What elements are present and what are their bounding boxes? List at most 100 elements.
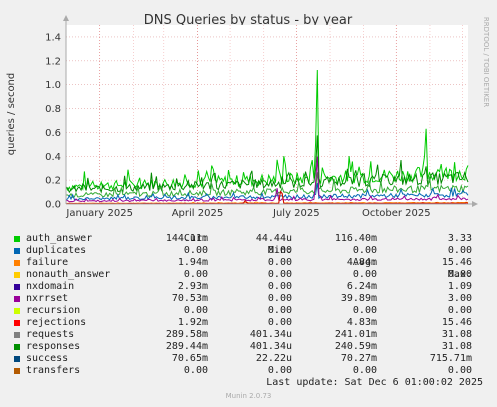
- legend-min: 0.00: [267, 269, 292, 280]
- legend-max: 715.71m: [429, 353, 472, 364]
- legend-name: responses: [26, 341, 81, 352]
- legend-name: auth_answer: [26, 233, 93, 244]
- legend-row-nxdomain: nxdomain 2.93m 0.00 6.24m 1.09: [12, 281, 492, 293]
- legend-max: 3.00: [447, 293, 472, 304]
- legend-name: duplicates: [26, 245, 87, 256]
- legend-max: 0.00: [447, 305, 472, 316]
- legend-max: 3.33: [447, 233, 472, 244]
- legend-avg: 0.00: [352, 365, 377, 376]
- legend-cur: 289.44m: [165, 341, 208, 352]
- series-line-responses: [65, 135, 469, 194]
- legend-avg: 0.00: [352, 245, 377, 256]
- legend-name: requests: [26, 329, 75, 340]
- y-tick-label: 0.8: [45, 104, 61, 115]
- legend-row-nonauth_answer: nonauth_answer 0.00 0.00 0.00 0.00: [12, 269, 492, 281]
- legend-min: 0.00: [267, 257, 292, 268]
- legend-min: 401.34u: [249, 341, 292, 352]
- legend-swatch: [14, 332, 20, 338]
- legend-max: 0.00: [447, 365, 472, 376]
- legend-cur: 0.00: [183, 245, 208, 256]
- legend-header-avg: Avg:: [352, 257, 377, 268]
- legend-row-failure: failure 1.94m 0.00 4.84m 15.46: [12, 257, 492, 269]
- legend-avg: 0.00: [352, 305, 377, 316]
- legend-header-cur: Cur:: [183, 233, 208, 244]
- legend-swatch: [14, 368, 20, 374]
- legend-row-rejections: rejections 1.92m 0.00 4.83m 15.46: [12, 317, 492, 329]
- legend-rows: auth_answer 144.11m 44.44u 116.40m 3.33 dupli…: [12, 233, 492, 377]
- x-tick-label: October 2025: [362, 208, 431, 219]
- legend-name: nxdomain: [26, 281, 75, 292]
- legend-name: recursion: [26, 305, 81, 316]
- y-tick-label: 1.2: [45, 56, 61, 67]
- legend-swatch: [14, 260, 20, 266]
- legend-swatch: [14, 248, 20, 254]
- legend-row-recursion: recursion 0.00 0.00 0.00 0.00: [12, 305, 492, 317]
- legend-avg: 4.83m: [346, 317, 377, 328]
- plot-area: [66, 25, 468, 204]
- legend: Cur: Min: Avg: Max: auth_answer 144.11m 44…: [12, 221, 492, 377]
- rrdtool-credit: RRDTOOL / TOBI OETIKER: [482, 17, 490, 107]
- legend-name: success: [26, 353, 69, 364]
- legend-min: 0.00: [267, 317, 292, 328]
- legend-max: 31.08: [441, 341, 472, 352]
- legend-swatch: [14, 344, 20, 350]
- legend-min: 0.00: [267, 245, 292, 256]
- legend-max: 31.08: [441, 329, 472, 340]
- y-axis-arrow: [63, 15, 69, 21]
- y-tick-label: 1.4: [45, 32, 61, 43]
- legend-cur: 0.00: [183, 269, 208, 280]
- legend-header-min: Min:: [267, 245, 292, 256]
- legend-cur: 2.93m: [177, 281, 208, 292]
- legend-min: 22.22u: [255, 353, 292, 364]
- legend-max: 0.00: [447, 269, 472, 280]
- legend-max: 0.00: [447, 245, 472, 256]
- legend-cur: 70.65m: [171, 353, 208, 364]
- legend-avg: 0.00: [352, 269, 377, 280]
- legend-header-max: Max:: [447, 269, 472, 280]
- legend-header: Cur: Min: Avg: Max:: [12, 221, 492, 280]
- series-line-nxrrset: [65, 156, 469, 203]
- legend-name: nxrrset: [26, 293, 69, 304]
- legend-row-success: success 70.65m 22.22u 70.27m 715.71m: [12, 353, 492, 365]
- legend-cur: 144.11m: [165, 233, 208, 244]
- legend-avg: 70.27m: [340, 353, 377, 364]
- legend-row-auth_answer: auth_answer 144.11m 44.44u 116.40m 3.33: [12, 233, 492, 245]
- legend-avg: 39.89m: [340, 293, 377, 304]
- legend-cur: 70.53m: [171, 293, 208, 304]
- x-tick-label: January 2025: [65, 208, 133, 219]
- y-axis-label: queries / second: [6, 73, 17, 155]
- legend-row-duplicates: duplicates 0.00 0.00 0.00 0.00: [12, 245, 492, 257]
- axes: [63, 15, 478, 207]
- y-tick-label: 0.6: [45, 128, 61, 139]
- legend-name: nonauth_answer: [26, 269, 111, 280]
- legend-min: 0.00: [267, 305, 292, 316]
- legend-row-nxrrset: nxrrset 70.53m 0.00 39.89m 3.00: [12, 293, 492, 305]
- legend-swatch: [14, 308, 20, 314]
- legend-swatch: [14, 236, 20, 242]
- y-tick-label: 1.0: [45, 80, 61, 91]
- legend-name: rejections: [26, 317, 87, 328]
- legend-avg: 6.24m: [346, 281, 377, 292]
- x-axis-arrow: [472, 201, 478, 207]
- x-tick-label: July 2025: [272, 208, 320, 219]
- legend-max: 15.46: [441, 317, 472, 328]
- legend-max: 1.09: [447, 281, 472, 292]
- legend-min: 0.00: [267, 293, 292, 304]
- legend-avg: 240.59m: [334, 341, 377, 352]
- chart-title: DNS Queries by status - by year: [144, 13, 353, 28]
- legend-swatch: [14, 272, 20, 278]
- legend-swatch: [14, 284, 20, 290]
- legend-cur: 289.58m: [165, 329, 208, 340]
- series-line-success: [65, 182, 469, 201]
- legend-name: transfers: [26, 365, 81, 376]
- legend-avg: 241.01m: [334, 329, 377, 340]
- legend-swatch: [14, 320, 20, 326]
- x-tick-label: April 2025: [172, 208, 223, 219]
- legend-cur: 1.94m: [177, 257, 208, 268]
- y-tick-label: 0.4: [45, 152, 61, 163]
- legend-min: 44.44u: [255, 233, 292, 244]
- last-update-text: Last update: Sat Dec 6 01:00:02 2025: [266, 377, 483, 388]
- tick-labels: 0.0 0.2 0.4 0.6 0.8 1.0 1.2 1.4 January 2025 Apri…: [45, 32, 431, 219]
- legend-cur: 0.00: [183, 365, 208, 376]
